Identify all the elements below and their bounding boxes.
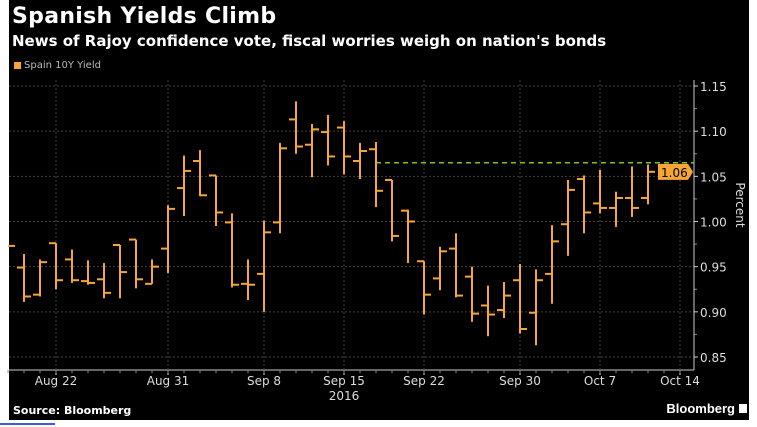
bloomberg-chart-icon bbox=[739, 404, 747, 413]
y-tick-label: 0.90 bbox=[700, 306, 727, 320]
y-tick-label: 1.00 bbox=[700, 216, 727, 230]
legend-swatch bbox=[14, 62, 21, 69]
x-tick-label: Sep 30 bbox=[499, 374, 541, 388]
x-tick-label: Oct 14 bbox=[660, 374, 700, 388]
chart-panel bbox=[9, 0, 749, 420]
y-tick-label: 0.95 bbox=[700, 261, 727, 275]
y-axis-label: Percent bbox=[733, 182, 747, 227]
brand-text: Bloomberg bbox=[666, 401, 735, 416]
x-tick-label: Oct 7 bbox=[584, 374, 616, 388]
x-tick-label: Aug 31 bbox=[147, 374, 190, 388]
x-year-label: 2016 bbox=[329, 389, 360, 403]
x-tick-label: Sep 8 bbox=[247, 374, 281, 388]
source-note: Source: Bloomberg bbox=[13, 404, 132, 417]
legend: Spain 10Y Yield bbox=[14, 60, 101, 71]
y-tick-label: 1.05 bbox=[700, 170, 727, 184]
x-tick-label: Sep 22 bbox=[403, 374, 445, 388]
chart-subtitle: News of Rajoy confidence vote, fiscal wo… bbox=[12, 32, 607, 50]
y-tick-label: 1.15 bbox=[700, 80, 727, 94]
x-tick-label: Aug 22 bbox=[35, 374, 78, 388]
x-tick-label: Sep 15 bbox=[323, 374, 365, 388]
last-value-label: 1.06 bbox=[661, 166, 688, 180]
y-tick-label: 0.85 bbox=[700, 351, 727, 365]
blue-underline bbox=[0, 423, 55, 425]
last-value-badge bbox=[658, 163, 693, 180]
legend-label: Spain 10Y Yield bbox=[24, 60, 101, 71]
y-tick-label: 1.10 bbox=[700, 125, 727, 139]
bloomberg-logo: Bloomberg bbox=[666, 401, 747, 416]
chart-title: Spanish Yields Climb bbox=[12, 4, 277, 29]
